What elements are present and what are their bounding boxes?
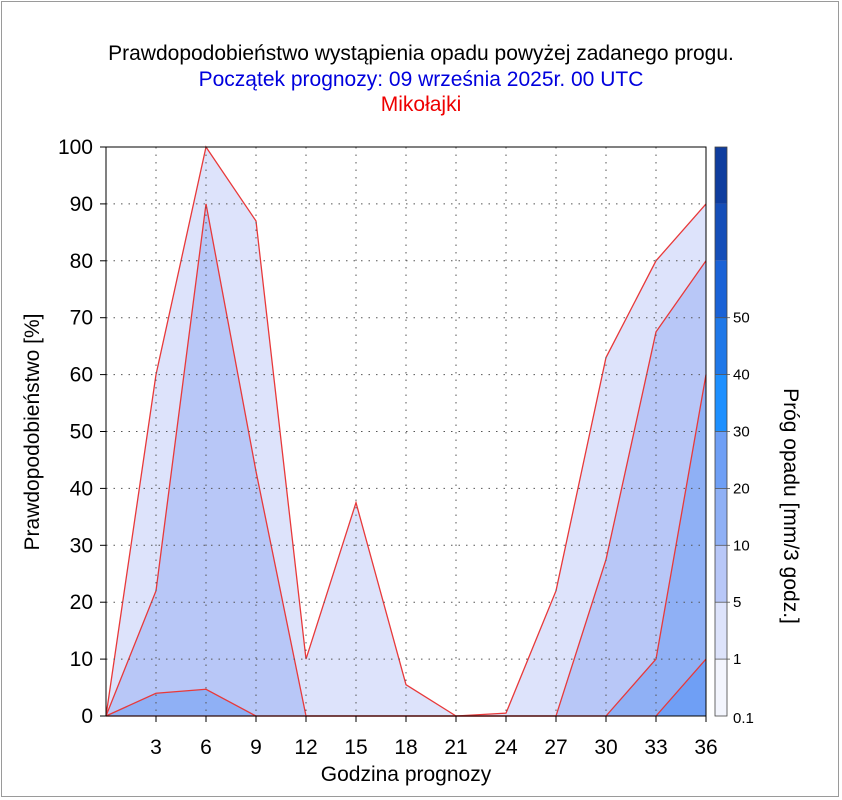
colorbar: 0.1 1 5 10 20 30 40 50 [714,146,754,727]
y-tick-label: 0 [81,705,93,728]
colorbar-tick-label: 20 [733,480,750,497]
colorbar-segment [715,659,727,716]
colorbar-segment [715,317,727,375]
y-axis-label: Prawdopodobieństwo [%] [21,314,44,551]
y-tick-label: 20 [70,591,93,614]
colorbar-segment [715,203,727,261]
colorbar-tick-label: 1 [733,651,741,668]
colorbar-segment [715,260,727,318]
colorbar-label: Próg opadu [mm/3 godz.] [779,388,802,624]
forecast-start: Początek prognozy: 09 września 2025r. 00… [198,68,644,91]
y-tick-label: 70 [70,307,93,330]
area-threshold-1 [106,203,706,716]
x-tick-label: 15 [344,736,367,759]
x-tick-label: 21 [444,736,467,759]
colorbar-segment [715,602,727,660]
x-tick-label: 36 [694,736,717,759]
x-tick-label: 12 [294,736,317,759]
colorbar-segment [715,431,727,489]
area-threshold-5 [106,374,706,716]
y-tick-label: 10 [70,648,93,671]
x-tick-label: 27 [544,736,567,759]
x-tick-label: 24 [494,736,518,759]
y-tick-label: 30 [70,534,93,557]
colorbar-tick-label: 50 [733,310,750,327]
station-name: Mikołajki [380,93,462,116]
y-tick-label: 40 [70,477,93,500]
colorbar-segment [715,488,727,546]
colorbar-tick-label: 5 [733,594,741,611]
colorbar-tick-label: 0.1 [733,710,754,727]
y-tick-label: 60 [70,364,93,387]
x-tick-label: 6 [200,736,212,759]
y-tick-label: 80 [70,250,93,273]
colorbar-tick-label: 10 [733,537,750,554]
grid-lines [106,147,706,716]
y-tick-label: 50 [70,421,93,444]
y-tick-label: 100 [58,136,93,159]
x-tick-label: 9 [250,736,262,759]
x-tick-label: 30 [594,736,617,759]
colorbar-segment [715,374,727,432]
x-tick-label: 33 [644,736,667,759]
x-axis-label: Godzina prognozy [321,763,492,786]
colorbar-tick-label: 40 [733,367,750,384]
y-tick-label: 90 [70,193,93,216]
x-axis-ticks: 3 6 9 12 15 18 21 24 27 30 33 36 [150,716,718,759]
y-axis-ticks: 0 10 20 30 40 50 60 70 80 90 100 [58,136,106,728]
x-tick-label: 18 [394,736,417,759]
colorbar-tick-label: 30 [733,424,750,441]
colorbar-segment [715,147,727,204]
chart-title: Prawdopodobieństwo wystąpienia opadu pow… [108,42,734,65]
x-tick-label: 3 [150,736,162,759]
colorbar-segment [715,545,727,603]
